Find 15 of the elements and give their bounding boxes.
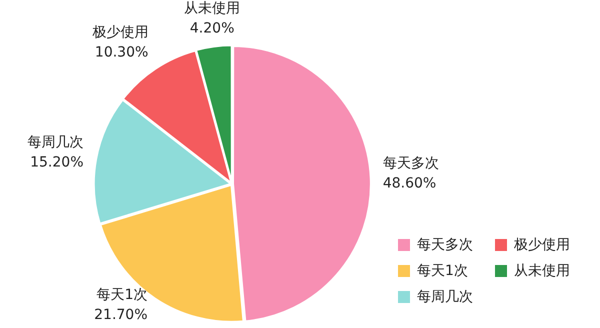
data-label: 4.20% <box>190 20 234 36</box>
data-label: 15.20% <box>30 154 84 171</box>
slice-label: 每天1次 <box>96 287 148 304</box>
slice-label: 每天多次 <box>382 155 439 172</box>
legend-label: 极少使用 <box>514 236 570 254</box>
legend-label: 每天1次 <box>417 262 468 280</box>
slice-label: 每周几次 <box>28 134 84 151</box>
legend-label: 每周几次 <box>417 288 473 306</box>
legend-label: 每天多次 <box>417 236 473 254</box>
slice-label: 极少使用 <box>91 24 148 40</box>
slice-label: 从未使用 <box>184 0 240 16</box>
data-label: 48.60% <box>382 175 436 192</box>
legend-label: 从未使用 <box>514 262 570 280</box>
data-label: 21.70% <box>94 307 148 324</box>
data-label: 10.30% <box>94 44 148 60</box>
